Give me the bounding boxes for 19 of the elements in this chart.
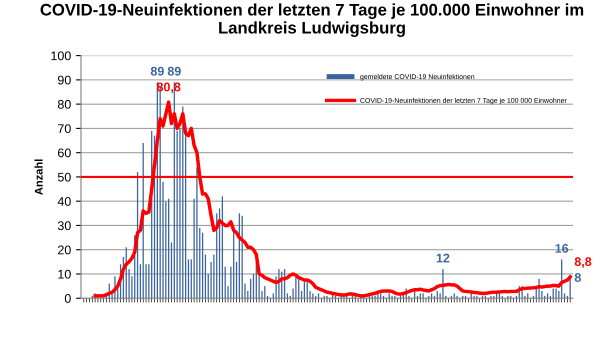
- data-label: 16: [556, 244, 568, 253]
- y-tick-label: 50: [58, 172, 71, 182]
- y-tick-label: 90: [58, 76, 71, 85]
- y-tick-label: 80: [58, 100, 71, 109]
- data-label: 89: [168, 66, 181, 76]
- y-tick-label: 10: [58, 270, 71, 279]
- y-tick-label: 30: [58, 221, 71, 230]
- data-label: 8,8: [574, 257, 592, 268]
- y-axis-title: Anzahl: [34, 160, 43, 195]
- y-tick-label: 40: [58, 196, 71, 206]
- y-tick-label: 20: [58, 246, 71, 254]
- data-label: 89: [150, 66, 164, 76]
- y-tick-label: 60: [58, 148, 71, 158]
- y-tick-label: 70: [58, 124, 71, 134]
- data-label: 8: [574, 273, 581, 282]
- y-tick-label: 100: [51, 51, 71, 60]
- y-tick-label: 0: [64, 294, 71, 303]
- data-label: 12: [436, 254, 450, 262]
- chart-title: COVID-19-Neuinfektionen der letzten 7 Tage je 100.000 Einwohner im Landkreis Ludwigsburg: [40, 3, 584, 38]
